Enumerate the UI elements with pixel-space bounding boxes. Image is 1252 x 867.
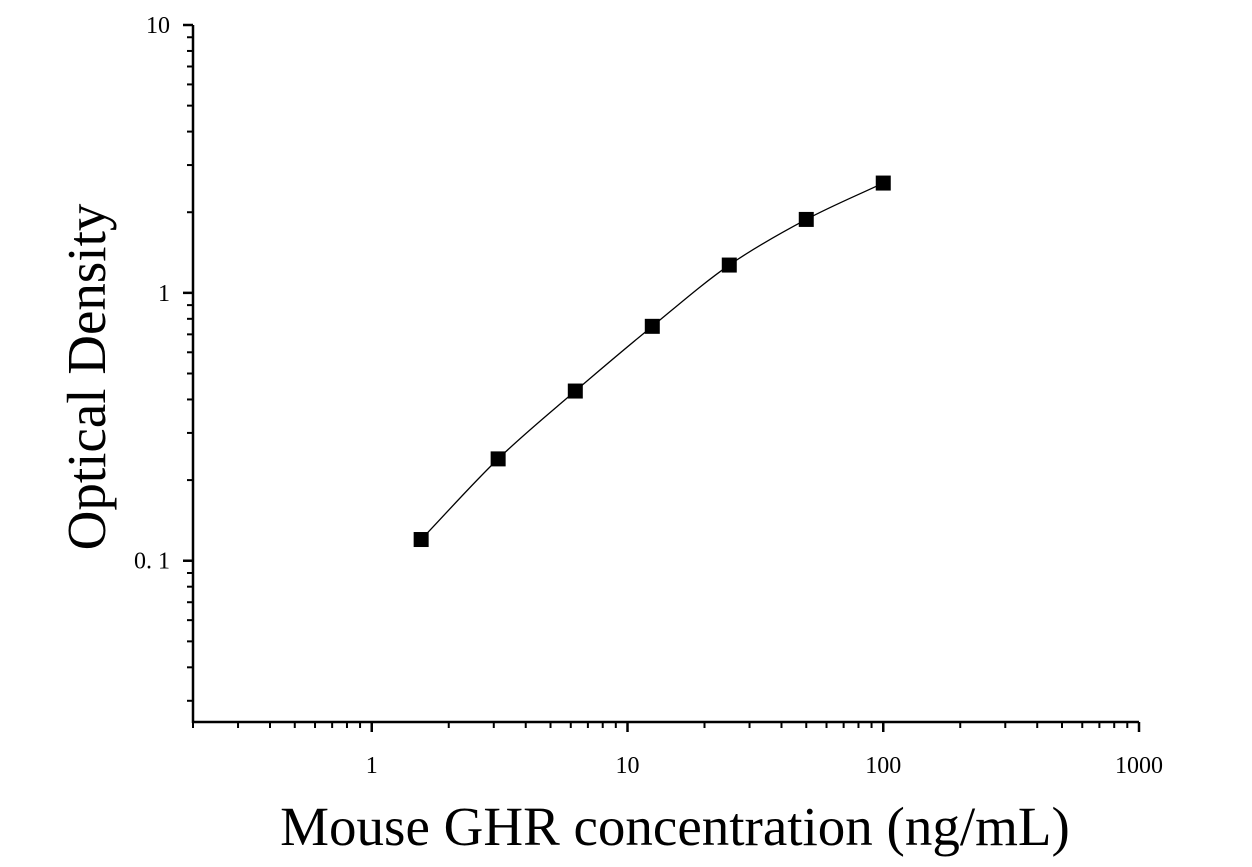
x-tick-label: 100 bbox=[865, 753, 901, 779]
data-point bbox=[567, 383, 583, 399]
y-axis-title: Optical Density bbox=[56, 203, 117, 550]
data-point bbox=[490, 451, 506, 467]
data-point bbox=[644, 318, 660, 334]
major-ticks bbox=[183, 23, 1141, 732]
x-tick-label: 1 bbox=[366, 753, 378, 779]
fit-curve bbox=[420, 182, 884, 540]
x-axis-title: Mouse GHR concentration (ng/mL) bbox=[280, 796, 1070, 857]
y-tick-label: 1 bbox=[158, 281, 170, 307]
x-tick-label: 1000 bbox=[1115, 753, 1163, 779]
minor-ticks bbox=[187, 36, 1129, 728]
data-point bbox=[721, 257, 737, 273]
data-point bbox=[875, 175, 891, 191]
tick-labels: 1 10 100 1000 0. 1 1 10 bbox=[134, 13, 1163, 779]
data-point bbox=[413, 532, 429, 548]
y-tick-label: 0. 1 bbox=[134, 549, 170, 575]
data-point bbox=[798, 211, 814, 227]
y-tick-label: 10 bbox=[146, 13, 170, 39]
data-points bbox=[413, 175, 891, 548]
x-tick-label: 10 bbox=[616, 753, 640, 779]
